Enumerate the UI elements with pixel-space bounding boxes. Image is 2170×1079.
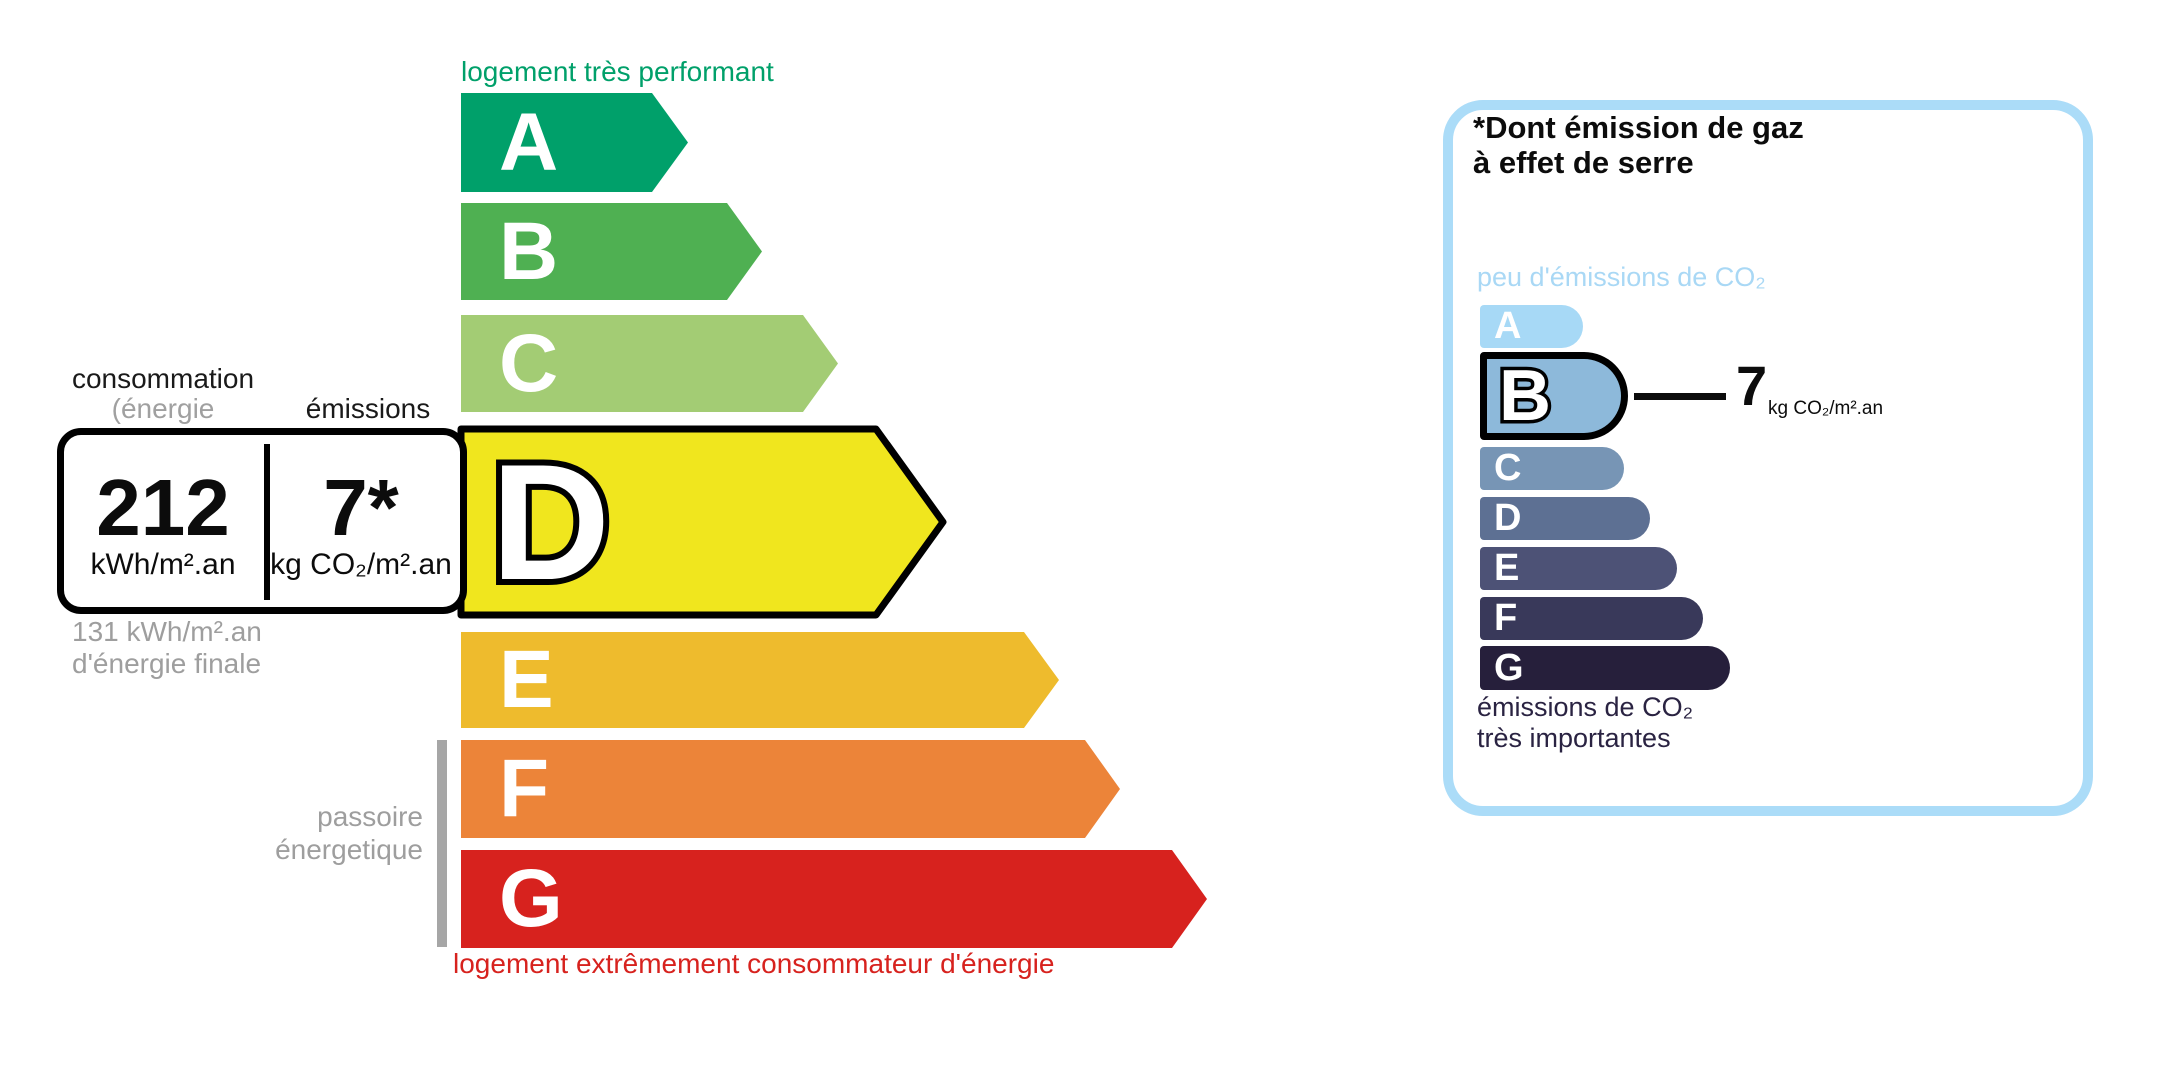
energy-bar-F: [461, 740, 1120, 838]
co2-bottom-label-line1: émissions de CO₂: [1477, 692, 1694, 722]
co2-pointer-line: [1634, 393, 1726, 400]
co2-bar-C: C: [1480, 447, 1624, 490]
co2-value-unit: kg CO₂/m².an: [1768, 398, 1884, 419]
co2-panel-title-line1: *Dont émission de gaz: [1473, 110, 1804, 145]
co2-bar-letter-A: A: [1494, 305, 1522, 347]
energy-scale-bottom-label: logement extrêmement consommateur d'éner…: [453, 948, 1055, 979]
consumption-header-main: consommation: [71, 363, 255, 394]
passoire-label-line2: énergetique: [275, 834, 423, 865]
consumption-value: 212: [96, 463, 230, 552]
energy-bar-A: [461, 93, 688, 192]
co2-bar-A: A: [1480, 305, 1583, 348]
consumption-value-column: 212 kWh/m².an: [64, 435, 262, 607]
energy-bar-E: [461, 632, 1059, 728]
emissions-value-column: 7* kg CO₂/m².an: [262, 435, 460, 607]
co2-bar-E: E: [1480, 547, 1677, 590]
emissions-unit: kg CO₂/m².an: [270, 548, 452, 581]
passoire-label-line1: passoire: [317, 801, 423, 832]
co2-bottom-label-line2: très importantes: [1477, 723, 1671, 753]
co2-scale-top-label: peu d'émissions de CO₂: [1477, 262, 1766, 292]
energy-bar-C: [461, 315, 838, 412]
energy-bar-B: [461, 203, 762, 300]
co2-panel-title-line2: à effet de serre: [1473, 145, 1694, 180]
co2-bar-letter-E: E: [1494, 547, 1520, 589]
energy-bar-G: [461, 850, 1207, 948]
final-energy-line2: d'énergie finale: [72, 648, 262, 679]
emissions-value: 7*: [323, 463, 399, 552]
co2-value: 7: [1736, 354, 1768, 417]
consumption-unit: kWh/m².an: [90, 548, 236, 581]
co2-bar-G: G: [1480, 646, 1730, 690]
co2-bar-D: D: [1480, 497, 1650, 540]
energy-bar-D: [457, 425, 947, 619]
co2-scale-bottom-label: émissions de CO₂ très importantes: [1477, 692, 1693, 754]
final-energy-note: 131 kWh/m².an d'énergie finale: [72, 616, 262, 680]
co2-bar-letter-C: C: [1494, 447, 1522, 489]
co2-bar-letter-G: G: [1494, 646, 1524, 689]
co2-bar-letter-F: F: [1494, 597, 1518, 639]
passoire-label: passoire énergetique: [150, 800, 423, 866]
co2-bar-letter-D: D: [1494, 497, 1522, 539]
passoire-bracket-line: [437, 740, 447, 947]
co2-panel-title: *Dont émission de gaz à effet de serre: [1473, 110, 1804, 180]
final-energy-line1: 131 kWh/m².an: [72, 616, 262, 647]
consumption-value-box: 212 kWh/m².an 7* kg CO₂/m².an: [57, 428, 467, 614]
co2-bar-F: F: [1480, 597, 1703, 640]
energy-scale-top-label: logement très performant: [461, 56, 774, 87]
emissions-header: émissions: [305, 393, 431, 424]
value-box-divider: [264, 444, 270, 600]
